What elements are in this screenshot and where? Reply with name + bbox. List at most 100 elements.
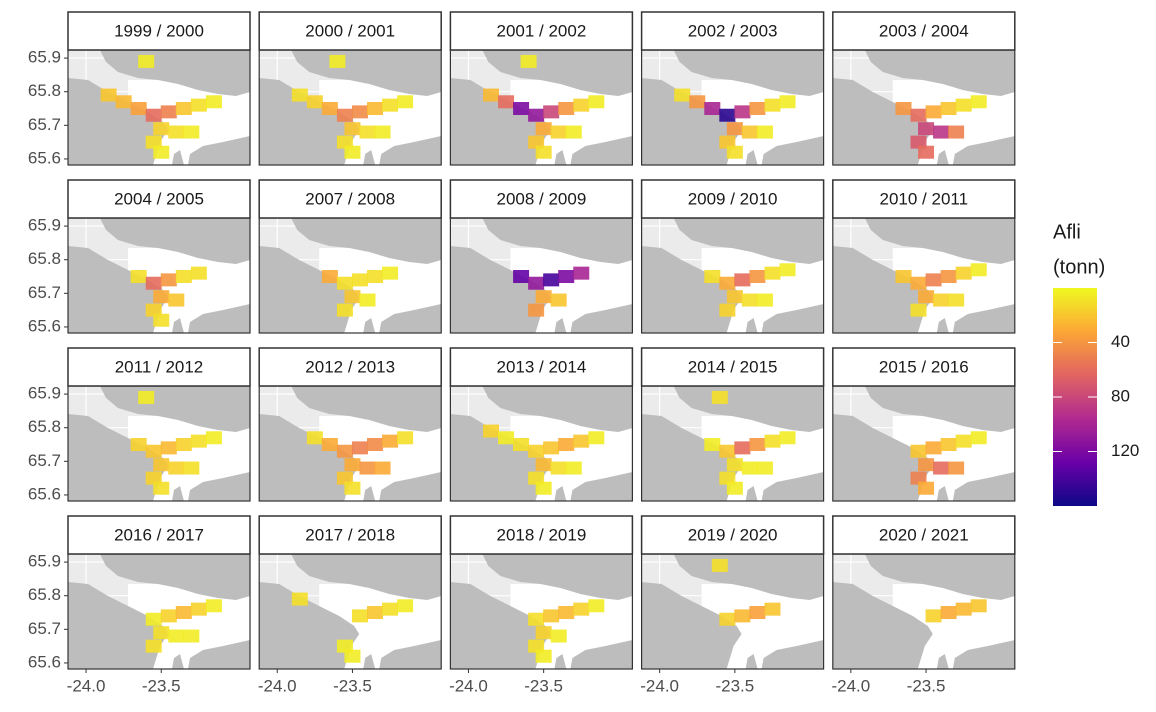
tile xyxy=(205,95,222,109)
tile xyxy=(573,98,590,112)
tile xyxy=(183,461,200,475)
tile xyxy=(336,108,353,122)
tile xyxy=(336,276,353,290)
strip xyxy=(258,179,442,219)
y-tick-label: 65.7 xyxy=(28,283,61,302)
strip xyxy=(258,11,442,51)
strip-title: 2020 / 2021 xyxy=(879,525,969,544)
tile xyxy=(344,145,361,159)
tile xyxy=(588,95,605,109)
tile xyxy=(535,458,552,472)
tile xyxy=(153,481,170,495)
tile xyxy=(719,135,736,149)
strip-title: 2013 / 2014 xyxy=(496,357,586,376)
tile xyxy=(910,135,927,149)
tile xyxy=(306,95,323,109)
tile xyxy=(291,88,308,102)
strip-title: 2019 / 2020 xyxy=(688,525,778,544)
tile xyxy=(130,270,147,284)
tile xyxy=(741,293,758,307)
tile xyxy=(543,609,560,623)
tile xyxy=(535,626,552,640)
x-tick-label: -23.5 xyxy=(333,676,372,695)
tile xyxy=(925,105,942,119)
colorbar-label: 120 xyxy=(1111,441,1139,460)
tile xyxy=(550,461,567,475)
tile xyxy=(374,125,391,139)
tile xyxy=(115,95,132,109)
tile xyxy=(704,438,721,452)
facet: 2009 / 2010 xyxy=(640,179,825,334)
legend-title: (tonn) xyxy=(1053,256,1105,278)
tile xyxy=(359,293,376,307)
tile xyxy=(513,438,530,452)
tile xyxy=(367,438,384,452)
facet: 2016 / 2017 65.6 65.7 65.8 65.9 -24.0 -23.5 xyxy=(28,515,251,695)
tile xyxy=(558,270,575,284)
tile xyxy=(205,431,222,445)
tile xyxy=(175,606,192,620)
tile xyxy=(190,266,207,280)
facet: 2012 / 2013 xyxy=(258,347,442,502)
tile xyxy=(528,276,545,290)
strip xyxy=(640,11,825,51)
strip-title: 2009 / 2010 xyxy=(688,189,778,208)
panels: 1999 / 2000 65.6 65.7 65.8 65.9 2000 / 2001 20… xyxy=(28,11,1016,695)
tile xyxy=(910,444,927,458)
tile xyxy=(948,293,965,307)
facet: 2000 / 2001 xyxy=(258,11,442,166)
tile xyxy=(153,290,170,304)
tile xyxy=(498,95,515,109)
tile xyxy=(153,458,170,472)
tile xyxy=(895,270,912,284)
tile xyxy=(726,145,743,159)
tile xyxy=(741,461,758,475)
tile xyxy=(756,125,773,139)
strip-title: 2007 / 2008 xyxy=(305,189,395,208)
tile xyxy=(321,102,338,116)
tile xyxy=(145,108,162,122)
tile xyxy=(535,122,552,136)
tile xyxy=(933,125,950,139)
tile xyxy=(367,102,384,116)
tile xyxy=(397,599,414,613)
tile xyxy=(719,444,736,458)
y-tick-label: 65.8 xyxy=(28,585,61,604)
tile xyxy=(359,125,376,139)
tile xyxy=(528,471,545,485)
tile xyxy=(711,558,728,572)
x-tick-label: -24.0 xyxy=(449,676,488,695)
tile xyxy=(145,276,162,290)
x-tick-label: -23.5 xyxy=(524,676,563,695)
tile xyxy=(382,266,399,280)
strip xyxy=(832,347,1016,387)
tile xyxy=(336,639,353,653)
strip-title: 2012 / 2013 xyxy=(305,357,395,376)
facet: 2018 / 2019 -24.0 -23.5 xyxy=(449,515,634,695)
tile xyxy=(764,98,781,112)
tile xyxy=(764,602,781,616)
tile xyxy=(145,639,162,653)
y-tick-label: 65.9 xyxy=(28,552,61,571)
strip xyxy=(449,515,634,555)
tile xyxy=(918,290,935,304)
tile xyxy=(970,95,987,109)
strip-title: 2010 / 2011 xyxy=(880,189,969,208)
tile xyxy=(704,102,721,116)
tile xyxy=(329,54,346,68)
tile xyxy=(145,444,162,458)
tile xyxy=(138,54,155,68)
y-tick-label: 65.8 xyxy=(28,81,61,100)
colorbar-label: 40 xyxy=(1111,332,1130,351)
tile xyxy=(918,458,935,472)
y-tick-label: 65.6 xyxy=(28,652,61,671)
tile xyxy=(528,444,545,458)
strip xyxy=(449,179,634,219)
tile xyxy=(573,602,590,616)
facet: 2017 / 2018 -24.0 -23.5 xyxy=(258,515,442,695)
tile xyxy=(145,471,162,485)
tile xyxy=(344,649,361,663)
tile xyxy=(344,290,361,304)
tile xyxy=(970,599,987,613)
tile xyxy=(535,290,552,304)
